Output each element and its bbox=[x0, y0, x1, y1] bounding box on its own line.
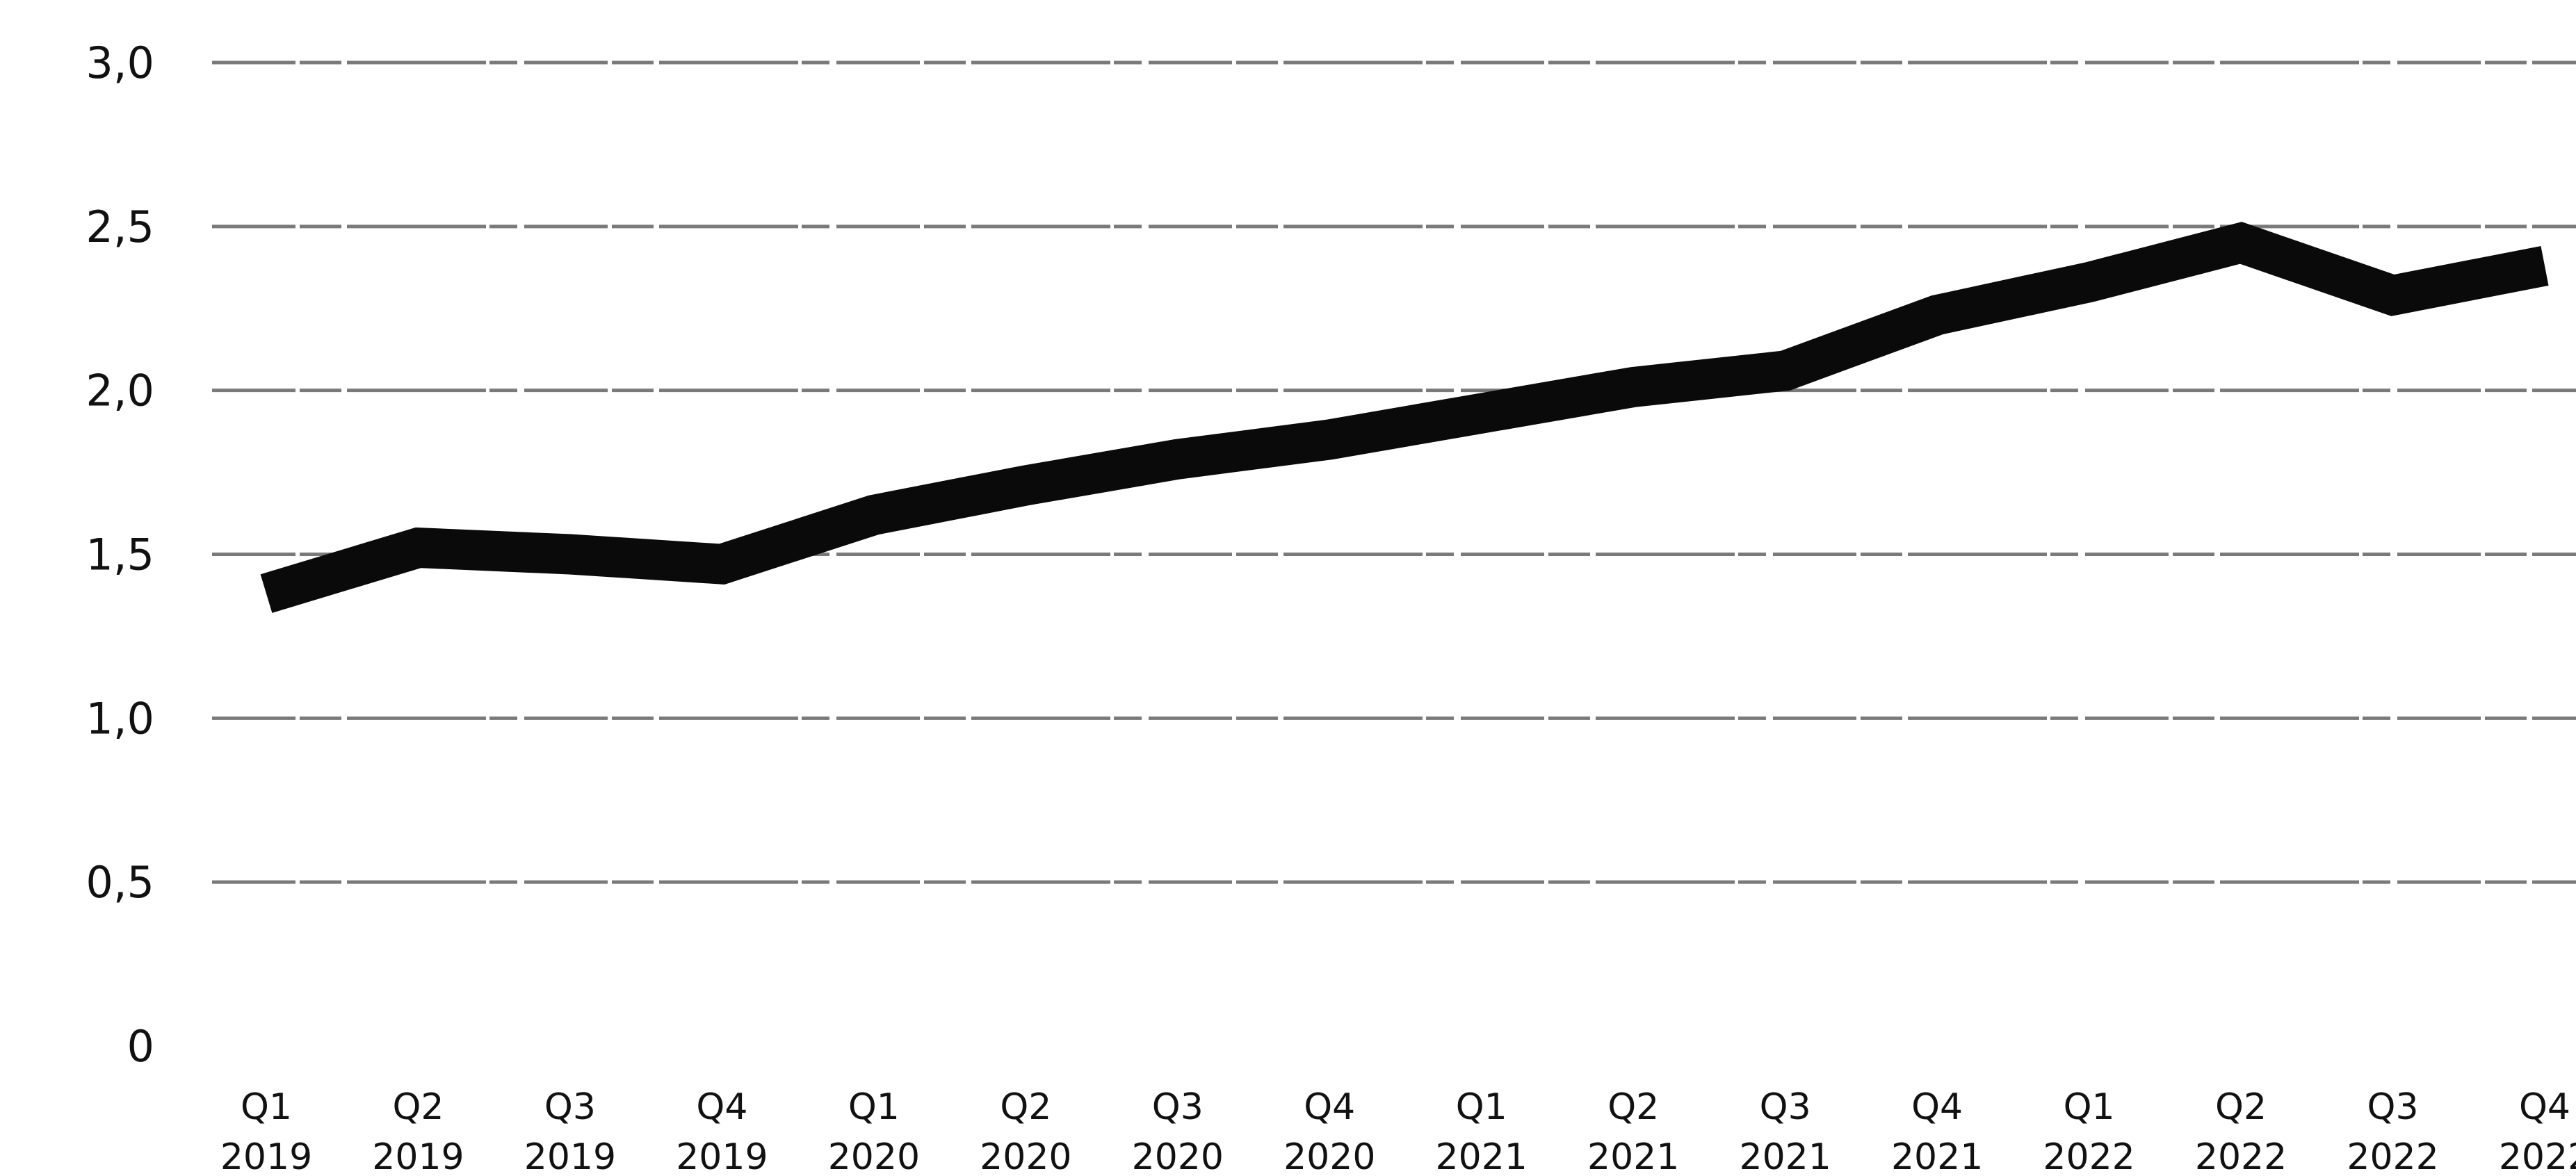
y-tick-label: 0 bbox=[127, 1021, 154, 1072]
y-tick-label: 0,5 bbox=[86, 857, 154, 908]
x-tick-label-quarter: Q4 bbox=[696, 1086, 747, 1128]
x-tick-label-year: 2020 bbox=[1132, 1136, 1224, 1176]
x-tick-label-quarter: Q1 bbox=[848, 1086, 900, 1128]
x-tick-label-quarter: Q3 bbox=[2367, 1086, 2419, 1128]
x-tick-label-quarter: Q2 bbox=[1607, 1086, 1659, 1128]
x-tick-label-quarter: Q4 bbox=[1911, 1086, 1963, 1128]
x-tick-label-quarter: Q3 bbox=[1760, 1086, 1811, 1128]
x-tick-label-year: 2019 bbox=[676, 1136, 768, 1176]
y-tick-label: 3,0 bbox=[86, 38, 154, 88]
x-tick-label-year: 2022 bbox=[2347, 1136, 2438, 1176]
x-tick-label-quarter: Q1 bbox=[2064, 1086, 2115, 1128]
x-tick-label-year: 2020 bbox=[1283, 1136, 1375, 1176]
y-tick-label: 2,5 bbox=[86, 202, 154, 252]
x-tick-label-quarter: Q4 bbox=[1304, 1086, 1355, 1128]
x-tick-label-year: 2021 bbox=[1436, 1136, 1528, 1176]
gridlines bbox=[212, 60, 2576, 884]
y-tick-label: 2,0 bbox=[86, 366, 154, 416]
x-tick-label-quarter: Q1 bbox=[1456, 1086, 1507, 1128]
x-tick-label-year: 2020 bbox=[828, 1136, 920, 1176]
x-tick-label-year: 2019 bbox=[220, 1136, 312, 1176]
y-tick-label: 1,0 bbox=[86, 693, 154, 744]
x-tick-label-quarter: Q1 bbox=[241, 1086, 292, 1128]
x-tick-label-year: 2021 bbox=[1891, 1136, 1983, 1176]
x-tick-label-year: 2019 bbox=[524, 1136, 616, 1176]
x-tick-label-quarter: Q2 bbox=[2215, 1086, 2267, 1128]
x-tick-label-quarter: Q4 bbox=[2519, 1086, 2570, 1128]
x-tick-label-year: 2022 bbox=[2195, 1136, 2287, 1176]
x-tick-label-year: 2021 bbox=[1739, 1136, 1831, 1176]
x-tick-label-year: 2022 bbox=[2499, 1136, 2576, 1176]
x-tick-label-quarter: Q2 bbox=[1000, 1086, 1051, 1128]
x-axis-tick-labels: Q1 2019 Q2 2019 Q3 2019 Q4 2019 Q1 2020 Q2 2020 Q3 20… bbox=[220, 1086, 2576, 1176]
x-tick-label-quarter: Q3 bbox=[544, 1086, 596, 1128]
series-layer bbox=[260, 222, 2549, 613]
x-tick-label-quarter: Q2 bbox=[392, 1086, 444, 1128]
y-tick-label: 1,5 bbox=[86, 530, 154, 580]
x-tick-label-quarter: Q3 bbox=[1152, 1086, 1204, 1128]
y-axis-tick-labels: 0 0,5 1,0 1,5 2,0 2,5 3,0 bbox=[86, 38, 154, 1072]
x-tick-label-year: 2021 bbox=[1587, 1136, 1679, 1176]
x-tick-label-year: 2019 bbox=[372, 1136, 464, 1176]
series-line bbox=[260, 222, 2549, 613]
x-tick-label-year: 2020 bbox=[980, 1136, 1071, 1176]
x-tick-label-year: 2022 bbox=[2043, 1136, 2134, 1176]
